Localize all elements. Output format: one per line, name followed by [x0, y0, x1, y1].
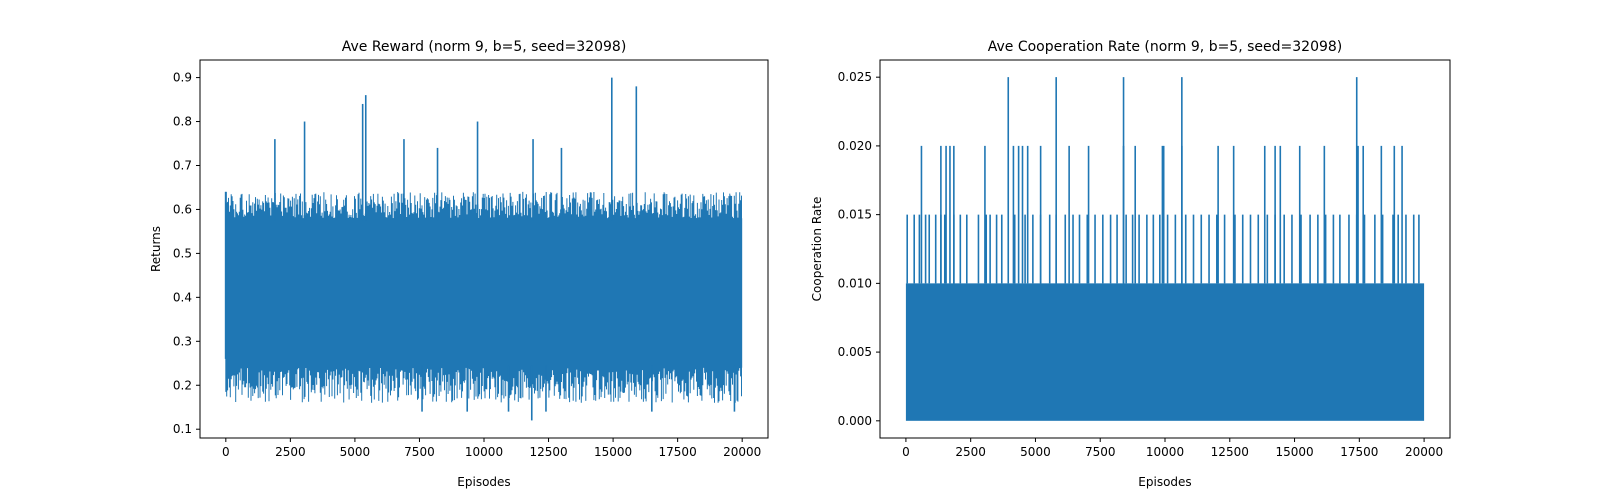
- y-tick-label: 0.2: [173, 378, 192, 392]
- x-tick-label: 12500: [1211, 445, 1249, 459]
- reward-y-axis-label: Returns: [149, 226, 163, 272]
- cooperation-y-axis-label: Cooperation Rate: [810, 197, 824, 302]
- y-tick-label: 0.000: [838, 414, 872, 428]
- x-tick-label: 2500: [275, 445, 306, 459]
- reward-subplot: Ave Reward (norm 9, b=5, seed=32098) 0 25…: [149, 39, 769, 489]
- x-tick-label: 20000: [723, 445, 761, 459]
- y-tick-label: 0.4: [173, 290, 192, 304]
- x-tick-label: 0: [222, 445, 230, 459]
- x-tick-label: 5000: [340, 445, 371, 459]
- y-tick-label: 0.9: [173, 71, 192, 85]
- x-tick-label: 0: [902, 445, 910, 459]
- x-tick-label: 15000: [1275, 445, 1313, 459]
- y-tick-label: 0.025: [838, 70, 872, 84]
- reward-x-axis-label: Episodes: [457, 475, 510, 489]
- x-tick-label: 7500: [404, 445, 435, 459]
- cooperation-x-ticks: 0 2500 5000 7500 10000 12500 15000 17500 20000: [902, 438, 1443, 459]
- x-tick-label: 10000: [465, 445, 503, 459]
- x-tick-label: 7500: [1085, 445, 1116, 459]
- y-tick-label: 0.8: [173, 115, 192, 129]
- x-tick-label: 2500: [955, 445, 986, 459]
- x-tick-label: 12500: [529, 445, 567, 459]
- x-tick-label: 20000: [1405, 445, 1443, 459]
- cooperation-y-ticks: 0.000 0.005 0.010 0.015 0.020 0.025: [838, 70, 880, 428]
- cooperation-plot-area: [905, 77, 1425, 421]
- y-tick-label: 0.020: [838, 139, 872, 153]
- cooperation-subplot: Ave Cooperation Rate (norm 9, b=5, seed=…: [810, 39, 1451, 489]
- y-tick-label: 0.6: [173, 202, 192, 216]
- cooperation-series-band: [905, 283, 1425, 421]
- y-tick-label: 0.005: [838, 345, 872, 359]
- reward-x-ticks: 0 2500 5000 7500 10000 12500 15000 17500 20000: [222, 438, 761, 459]
- y-tick-label: 0.5: [173, 246, 192, 260]
- y-tick-label: 0.015: [838, 208, 872, 222]
- y-tick-label: 0.3: [173, 334, 192, 348]
- y-tick-label: 0.010: [838, 276, 872, 290]
- y-tick-label: 0.7: [173, 158, 192, 172]
- reward-series-line: [225, 191, 742, 403]
- x-tick-label: 15000: [594, 445, 632, 459]
- x-tick-label: 5000: [1020, 445, 1051, 459]
- cooperation-chart-title: Ave Cooperation Rate (norm 9, b=5, seed=…: [988, 39, 1343, 55]
- x-tick-label: 10000: [1146, 445, 1184, 459]
- x-tick-label: 17500: [1340, 445, 1378, 459]
- x-tick-label: 17500: [659, 445, 697, 459]
- reward-y-ticks: 0.1 0.2 0.3 0.4 0.5 0.6 0.7 0.8 0.9: [173, 71, 200, 436]
- reward-plot-area: [224, 77, 743, 421]
- y-tick-label: 0.1: [173, 422, 192, 436]
- cooperation-x-axis-label: Episodes: [1138, 475, 1191, 489]
- reward-chart-title: Ave Reward (norm 9, b=5, seed=32098): [342, 39, 627, 55]
